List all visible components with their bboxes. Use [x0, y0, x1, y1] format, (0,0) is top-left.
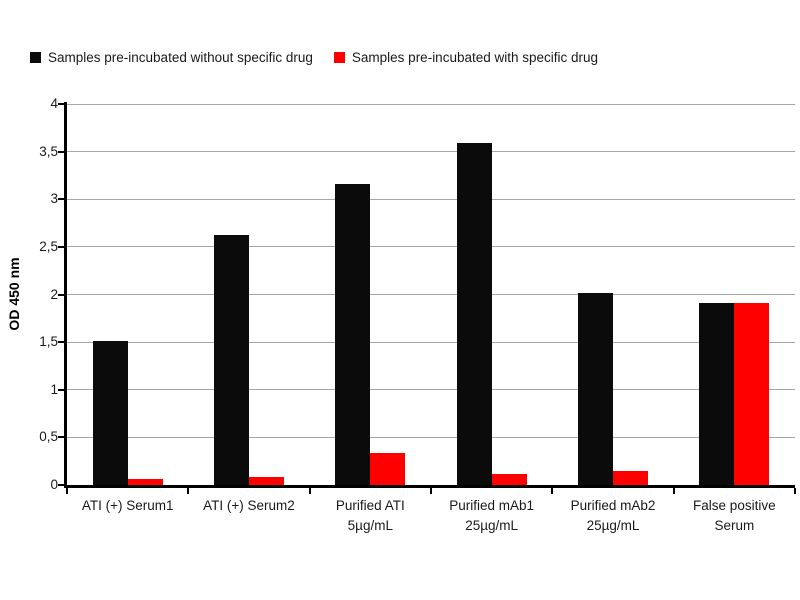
bar-without-drug-6 [699, 303, 735, 485]
x-label-line: 25µg/mL [465, 518, 519, 533]
x-label-3: Purified ATI 5µg/mL [310, 496, 431, 536]
x-axis-line [64, 485, 795, 488]
y-tick-0,5 [58, 436, 64, 439]
gridline-1 [67, 389, 795, 391]
y-tick-1,5 [58, 341, 64, 344]
y-tick-label-0,5: 0,5 [39, 429, 58, 445]
legend-item-without-drug: Samples pre-incubated without specific d… [30, 50, 313, 65]
x-tick-0 [66, 488, 68, 494]
chart-legend: Samples pre-incubated without specific d… [30, 50, 598, 65]
y-tick-2 [58, 293, 64, 296]
gridline-0,5 [67, 436, 795, 438]
x-label-line: Purified mAb1 [449, 498, 535, 513]
y-tick-3 [58, 198, 64, 201]
x-label-line: ATI (+) Serum2 [203, 498, 295, 513]
x-label-line: Purified ATI [335, 498, 405, 513]
bar-without-drug-2 [214, 235, 249, 485]
y-tick-label-3,5: 3,5 [39, 143, 58, 159]
x-label-2: ATI (+) Serum2 [188, 496, 309, 516]
bar-with-drug-6 [734, 303, 770, 485]
x-tick-5 [672, 488, 675, 494]
gridline-3,5 [67, 151, 795, 153]
legend-item-with-drug: Samples pre-incubated with specific drug [333, 50, 599, 65]
x-tick-6 [794, 488, 796, 494]
x-tick-4 [551, 488, 554, 494]
x-label-4: Purified mAb1 25µg/mL [431, 496, 552, 536]
y-tick-1 [58, 388, 64, 391]
x-label-6: False positive Serum [674, 496, 795, 536]
plot-area [58, 102, 796, 494]
y-tick-label-0: 0 [50, 477, 58, 492]
legend-label-without-drug: Samples pre-incubated without specific d… [48, 50, 313, 65]
y-tick-label-1: 1 [50, 381, 58, 397]
y-tick-label-3: 3 [50, 191, 58, 207]
y-tick-label-1,5: 1,5 [39, 334, 58, 350]
legend-swatch-black-icon [30, 52, 41, 63]
y-tick-4 [58, 103, 64, 105]
y-tick-label-2,5: 2,5 [39, 238, 58, 254]
legend-swatch-red-icon [333, 52, 345, 63]
gridline-3 [67, 198, 795, 200]
x-label-5: Purified mAb2 25µg/mL [552, 496, 673, 536]
gridline-1,5 [67, 341, 795, 343]
x-label-line: Serum [714, 518, 755, 533]
x-label-line: False positive [693, 498, 776, 513]
y-axis-line [64, 102, 67, 488]
x-label-line: ATI (+) Serum1 [81, 498, 174, 513]
bar-with-drug-2 [249, 477, 284, 485]
y-tick-3,5 [58, 150, 64, 153]
gridline-4 [67, 103, 795, 105]
bar-without-drug-1 [92, 341, 128, 485]
x-tick-2 [308, 488, 311, 494]
gridline-2,5 [67, 246, 795, 248]
y-tick-label-4: 4 [50, 96, 58, 111]
gridline-2 [67, 294, 795, 295]
y-tick-2,5 [58, 245, 64, 248]
bar-with-drug-5 [613, 470, 648, 485]
bar-without-drug-4 [456, 143, 492, 485]
bar-without-drug-5 [578, 292, 613, 485]
x-label-line: 25µg/mL [586, 518, 640, 533]
x-label-line: Purified mAb2 [570, 498, 656, 513]
x-label-line: 5µg/mL [347, 518, 393, 533]
x-tick-3 [430, 488, 432, 494]
x-tick-1 [187, 488, 190, 494]
y-tick-label-2: 2 [50, 286, 58, 302]
bar-with-drug-3 [370, 452, 406, 485]
bar-with-drug-4 [491, 473, 527, 485]
bar-with-drug-1 [127, 479, 163, 485]
y-tick-0 [58, 484, 64, 486]
legend-label-with-drug: Samples pre-incubated with specific drug [351, 50, 599, 65]
bar-without-drug-3 [335, 184, 371, 485]
x-label-1: ATI (+) Serum1 [67, 496, 188, 516]
